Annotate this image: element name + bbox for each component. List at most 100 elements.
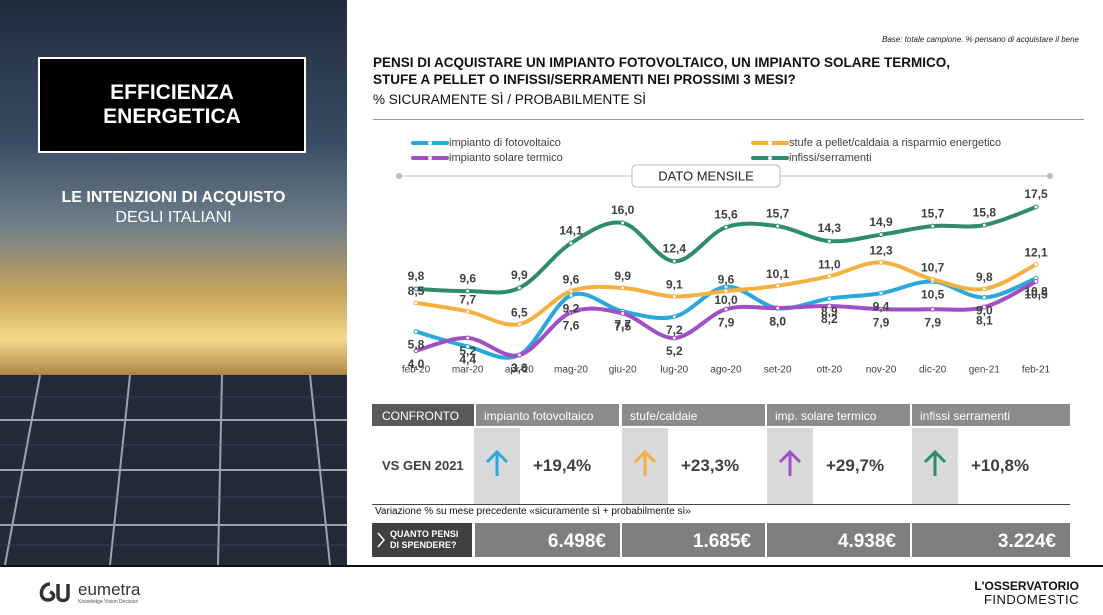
data-point <box>981 295 987 301</box>
data-point <box>1033 261 1039 267</box>
brand-tagline: Knowledge Vision Decision <box>78 599 139 605</box>
data-point <box>620 285 626 291</box>
x-tick-label: gen-21 <box>969 365 1001 376</box>
row-label: VS GEN 2021 <box>382 458 464 473</box>
spending-label: QUANTO PENSI DI SPENDERE? <box>372 523 472 557</box>
data-point <box>568 288 574 294</box>
chevron <box>377 532 385 548</box>
data-point <box>516 285 522 291</box>
data-label: 5,2 <box>666 344 683 358</box>
data-point <box>775 305 781 311</box>
data-point <box>568 309 574 315</box>
trend-arrows <box>474 428 958 504</box>
data-label: 7,9 <box>718 315 735 329</box>
legend-label: stufe a pellet/caldaia a risparmio energ… <box>789 137 1001 149</box>
comparison-header: CONFRONTO <box>372 404 474 426</box>
data-point <box>413 286 419 292</box>
comparison-note: Variazione % su mese precedente «sicuram… <box>375 506 691 517</box>
data-point <box>723 224 729 230</box>
change-value: +19,4% <box>533 456 592 475</box>
solar-panels <box>0 374 347 565</box>
data-point <box>826 238 832 244</box>
observatory: L'OSSERVATORIO <box>974 579 1079 593</box>
data-point <box>620 310 626 316</box>
data-label: 10,5 <box>921 288 945 302</box>
x-tick-label: giu-20 <box>609 365 637 376</box>
data-label: 8,5 <box>408 284 425 298</box>
spending-value: 4.938€ <box>767 523 910 557</box>
change-value: +23,3% <box>681 456 740 475</box>
data-point <box>671 293 677 299</box>
data-label: 9,6 <box>718 272 735 286</box>
legend-dot <box>768 141 772 145</box>
x-tick-label: set-20 <box>764 365 792 376</box>
panel-title: EFFICIENZA ENERGETICA <box>38 57 306 153</box>
data-label: 14,9 <box>869 215 893 229</box>
data-label: 12,1 <box>1024 246 1048 260</box>
data-point <box>723 288 729 294</box>
data-point <box>465 288 471 294</box>
data-label: 9,6 <box>459 271 476 285</box>
data-label: 9,9 <box>511 268 528 282</box>
x-tick-label: lug-20 <box>660 365 688 376</box>
data-point <box>516 352 522 358</box>
data-point <box>826 296 832 302</box>
sponsor: FINDOMESTIC <box>983 592 1079 607</box>
data-label: 4,0 <box>408 357 425 371</box>
legend-dot <box>768 156 772 160</box>
data-label: 9,0 <box>976 304 993 318</box>
data-label: 12,4 <box>663 241 687 255</box>
data-point <box>775 283 781 289</box>
data-point <box>620 220 626 226</box>
data-label: 11,0 <box>818 257 841 271</box>
data-label: 9,2 <box>563 302 580 316</box>
x-tick-label: feb-21 <box>1022 365 1051 376</box>
data-label: 12,3 <box>869 244 893 258</box>
data-label: 5,8 <box>408 338 425 352</box>
data-label: 17,5 <box>1024 187 1048 201</box>
spending-value: 3.224€ <box>912 523 1070 557</box>
spending-value: 1.685€ <box>622 523 765 557</box>
comparison-column: stufe/caldaie <box>622 404 765 426</box>
x-tick-label: feb-20 <box>402 365 431 376</box>
data-point <box>826 273 832 279</box>
separator <box>373 119 1084 120</box>
arrow-box <box>767 428 813 504</box>
data-label: 9,9 <box>614 269 631 283</box>
base-note: Base: totale campione. % pensano di acqu… <box>881 35 1079 44</box>
data-point <box>981 222 987 228</box>
data-point <box>465 308 471 314</box>
data-point <box>516 321 522 327</box>
data-label: 7,6 <box>563 319 580 333</box>
arrow-box <box>912 428 958 504</box>
x-tick-label: ott-20 <box>817 365 843 376</box>
data-point <box>671 335 677 341</box>
legend-dot <box>428 141 432 145</box>
data-label: 7,9 <box>924 315 941 329</box>
spending-value: 6.498€ <box>475 523 620 557</box>
data-point <box>775 223 781 229</box>
data-label: 8,0 <box>769 314 786 328</box>
data-label: 9,8 <box>976 270 993 284</box>
data-label: 15,8 <box>973 205 997 219</box>
legend-label: impianto di fotovoltaico <box>449 137 561 149</box>
spending-label-text: QUANTO PENSI DI SPENDERE? <box>390 529 459 550</box>
data-point <box>981 304 987 310</box>
footer-rule <box>0 565 1103 567</box>
separator <box>372 504 1070 505</box>
data-label: 14,1 <box>559 223 583 237</box>
question-subtitle: % SICURAMENTE SÌ / PROBABILMENTE SÌ <box>373 92 647 107</box>
data-point <box>1033 279 1039 285</box>
data-point <box>878 306 884 312</box>
data-point <box>930 223 936 229</box>
data-point <box>671 258 677 264</box>
x-tick-label: nov-20 <box>866 365 897 376</box>
data-label: 6,5 <box>511 305 528 319</box>
data-label: 10,7 <box>921 261 945 275</box>
data-point <box>981 286 987 292</box>
data-label: 9,6 <box>563 272 580 286</box>
data-label: 10,0 <box>714 293 738 307</box>
band-dot <box>396 173 402 179</box>
data-label: 7,2 <box>666 323 683 337</box>
